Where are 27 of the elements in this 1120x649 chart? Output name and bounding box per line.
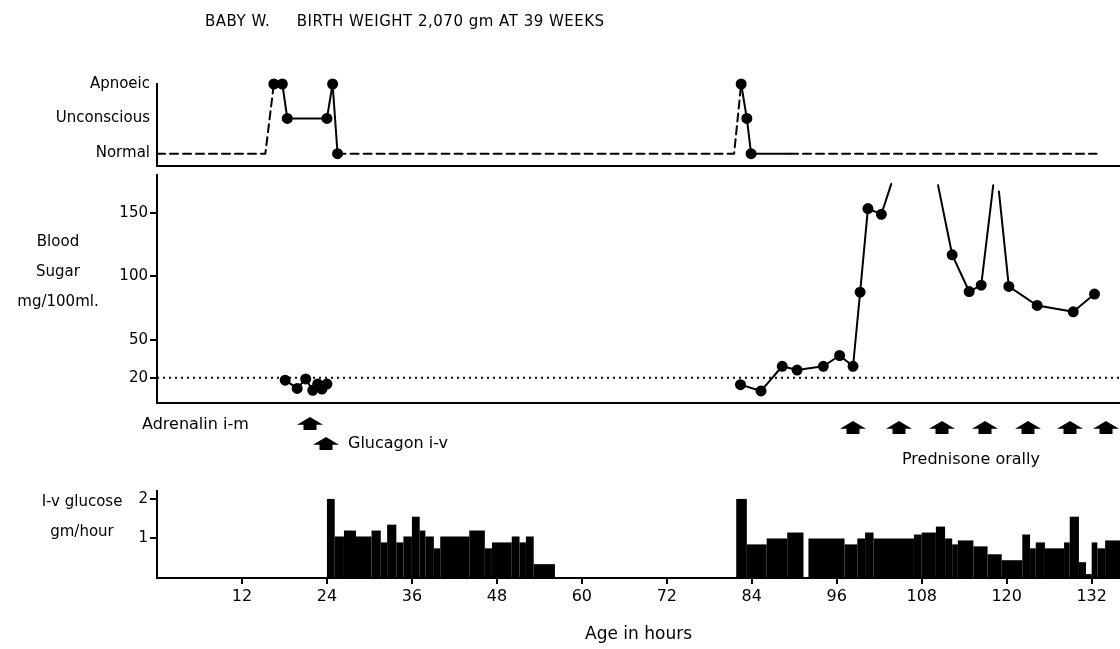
chart-title: BABY W. BIRTH WEIGHT 2,070 gm AT 39 WEEKS bbox=[205, 12, 605, 30]
x-tick-label: 108 bbox=[906, 585, 938, 605]
text: Glucagon i-v bbox=[348, 433, 449, 452]
x-tick-label: 36 bbox=[401, 585, 423, 605]
text: Apnoeic bbox=[88, 74, 150, 92]
y-tick-label: 1 bbox=[138, 528, 148, 547]
text: Normal bbox=[94, 143, 150, 161]
x-tick-label: 48 bbox=[486, 585, 508, 605]
y-tick-label: 50 bbox=[128, 329, 148, 348]
x-axis-title: Age in hours bbox=[585, 623, 693, 644]
y-tick-label: 2 bbox=[138, 488, 148, 507]
x-tick-label: 132 bbox=[1076, 585, 1107, 605]
x-tick-label: 60 bbox=[571, 585, 593, 605]
y-tick-label: 150 bbox=[119, 202, 148, 221]
x-tick-label: 24 bbox=[316, 585, 338, 605]
x-tick-label: 96 bbox=[826, 585, 847, 605]
y-axis-title: I-v glucose gm/hour bbox=[41, 492, 123, 540]
y-tick-label: 20 bbox=[128, 367, 148, 386]
text: Unconscious bbox=[54, 108, 150, 126]
x-tick-label: 72 bbox=[656, 585, 677, 605]
x-tick-label: 12 bbox=[231, 585, 253, 605]
text: Prednisone orally bbox=[902, 449, 1040, 468]
text: Adrenalin i-m bbox=[142, 414, 249, 433]
x-tick-label: 120 bbox=[991, 585, 1022, 605]
x-tick-label: 84 bbox=[741, 585, 762, 605]
y-axis-title: Blood Sugar mg/100ml. bbox=[17, 231, 99, 312]
y-tick-label: 100 bbox=[119, 266, 148, 285]
